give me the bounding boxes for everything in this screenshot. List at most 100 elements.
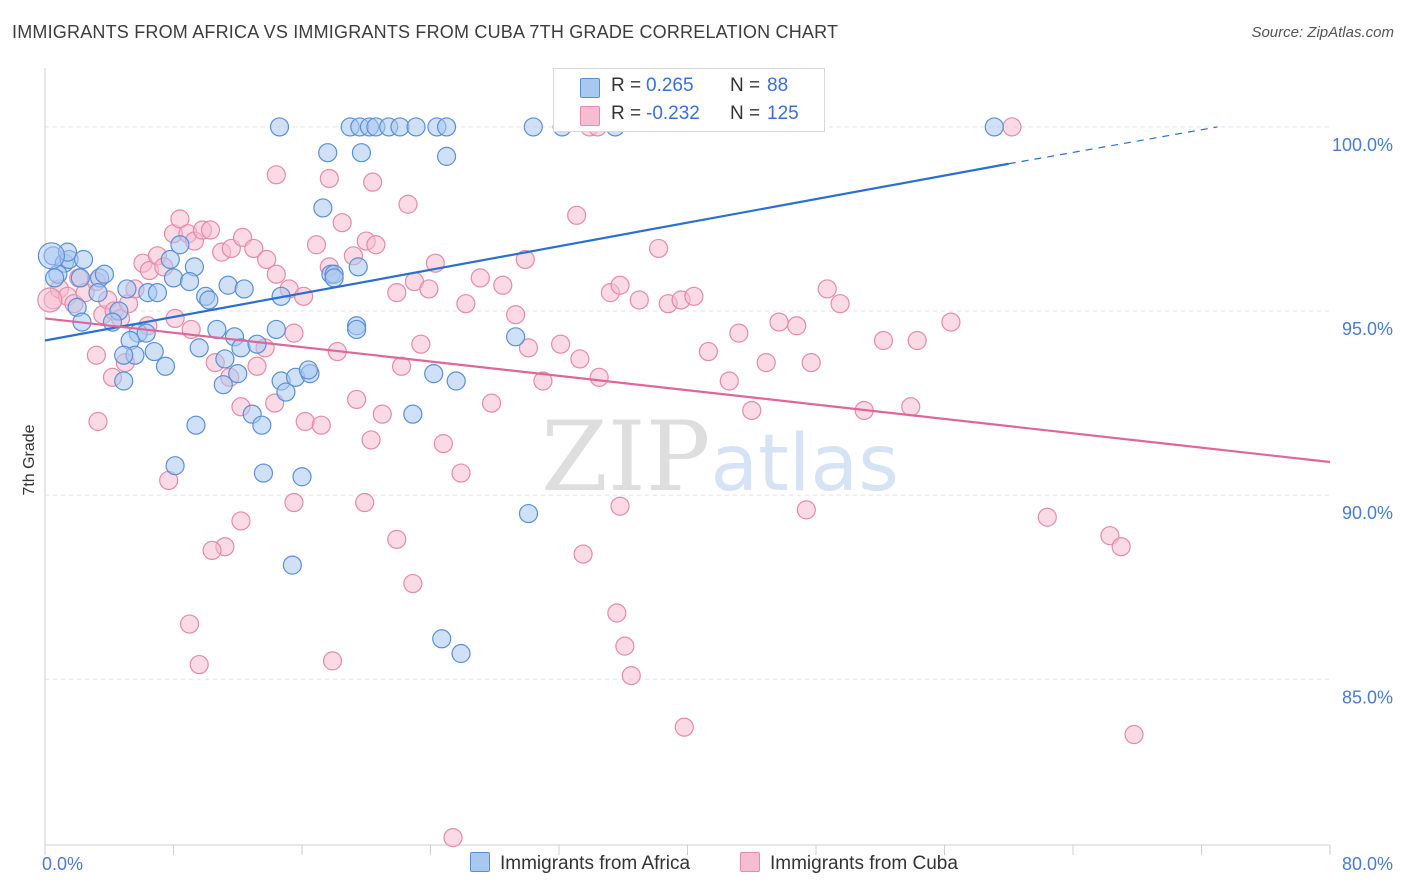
africa-point	[45, 268, 65, 288]
cuba-point	[648, 238, 669, 259]
cuba-point	[86, 345, 107, 365]
cuba-point	[319, 168, 339, 189]
africa-point	[144, 341, 164, 362]
legend-swatch-cuba	[580, 106, 600, 126]
cuba-point	[830, 294, 850, 314]
bottom-legend-swatch-cuba	[740, 852, 760, 872]
africa-point	[324, 268, 344, 288]
cuba-point	[355, 492, 375, 513]
tick-labels: 100.0% 95.0% 90.0% 85.0% 0.0% 80.0%	[42, 135, 1393, 874]
y-tick-label: 85.0%	[1342, 687, 1393, 707]
cuba-point	[873, 330, 894, 351]
cuba-point	[698, 341, 718, 362]
cuba-point	[433, 434, 453, 454]
cuba-point	[769, 312, 789, 332]
cuba-point	[294, 286, 314, 306]
x-tick-label: 0.0%	[42, 854, 83, 874]
cuba-point	[907, 330, 927, 351]
legend-r-value: -0.232	[646, 103, 700, 124]
cuba-point	[567, 205, 587, 225]
africa-point	[451, 643, 471, 664]
cuba-point	[451, 463, 471, 483]
africa-point	[523, 117, 543, 137]
cuba-point	[1111, 537, 1131, 557]
africa-trend-line	[44, 162, 1009, 342]
africa-point	[218, 275, 238, 295]
africa-point	[253, 463, 274, 483]
africa-point	[165, 456, 185, 476]
cuba-point	[1124, 724, 1144, 745]
cuba-point	[901, 397, 921, 417]
cuba-point	[481, 393, 502, 413]
legend-n-value: 88	[767, 75, 789, 96]
africa-point	[247, 334, 267, 354]
africa-point	[170, 235, 190, 255]
cuba-point	[387, 283, 407, 303]
cuba-point	[311, 415, 331, 435]
cuba-point	[610, 275, 630, 295]
series-africa-points	[37, 117, 1004, 664]
cuba-point	[518, 338, 539, 358]
chart-title: IMMIGRANTS FROM AFRICA VS IMMIGRANTS FRO…	[12, 22, 839, 42]
africa-point	[70, 268, 90, 288]
africa-point	[147, 283, 168, 303]
cuba-point	[88, 411, 108, 432]
cuba-point	[231, 511, 251, 531]
watermark: ZIPatlas	[541, 401, 899, 513]
legend-swatch-africa	[580, 78, 600, 98]
africa-point	[406, 117, 426, 137]
cuba-point	[719, 371, 739, 391]
cuba-point	[684, 286, 704, 306]
africa-point	[179, 271, 200, 292]
africa-point	[117, 279, 137, 299]
cuba-point	[607, 603, 627, 623]
africa-point	[163, 268, 184, 288]
cuba-point	[266, 264, 286, 284]
cuba-point	[610, 496, 630, 516]
cuba-point	[202, 540, 222, 561]
africa-point	[114, 371, 134, 391]
cuba-point	[372, 404, 392, 424]
cuba-point	[244, 238, 264, 259]
africa-point	[298, 360, 319, 380]
bottom-legend-cuba: Immigrants from Cuba	[740, 852, 958, 875]
legend-box: R = 0.265 N = 88 R = -0.232 N = 125	[553, 68, 825, 132]
africa-point	[215, 349, 235, 369]
cuba-point	[170, 209, 190, 229]
cuba-point	[1037, 507, 1057, 527]
cuba-point	[411, 334, 431, 354]
africa-point	[228, 364, 248, 384]
africa-point	[269, 117, 290, 137]
cuba-point	[306, 235, 327, 255]
africa-point	[199, 290, 219, 310]
cuba-point	[200, 220, 221, 240]
cuba-point	[796, 500, 816, 520]
cuba-point	[506, 305, 526, 325]
bottom-legend-africa: Immigrants from Africa	[470, 852, 690, 875]
africa-point	[37, 242, 66, 270]
cuba-point	[615, 636, 635, 656]
africa-point	[276, 382, 296, 402]
africa-point	[351, 143, 372, 163]
cuba-point	[573, 544, 593, 564]
cuba-point	[284, 492, 304, 513]
africa-point	[73, 249, 94, 270]
africa-point	[266, 319, 286, 340]
axes	[44, 68, 1331, 855]
africa-point	[403, 404, 423, 424]
africa-point	[348, 257, 368, 277]
cuba-trend-line	[44, 317, 1331, 464]
cuba-point	[629, 290, 649, 310]
africa-point	[318, 143, 338, 163]
cuba-point	[419, 279, 439, 299]
cuba-point	[1002, 117, 1022, 137]
cuba-point	[729, 323, 749, 343]
africa-point	[136, 323, 156, 343]
legend-n-label: N =	[730, 75, 761, 96]
legend-row-cuba: R = -0.232 N = 125	[554, 100, 824, 128]
x-tick-label: 80.0%	[1342, 854, 1393, 874]
africa-point	[282, 555, 302, 575]
africa-point	[436, 146, 457, 166]
africa-point	[189, 338, 209, 358]
